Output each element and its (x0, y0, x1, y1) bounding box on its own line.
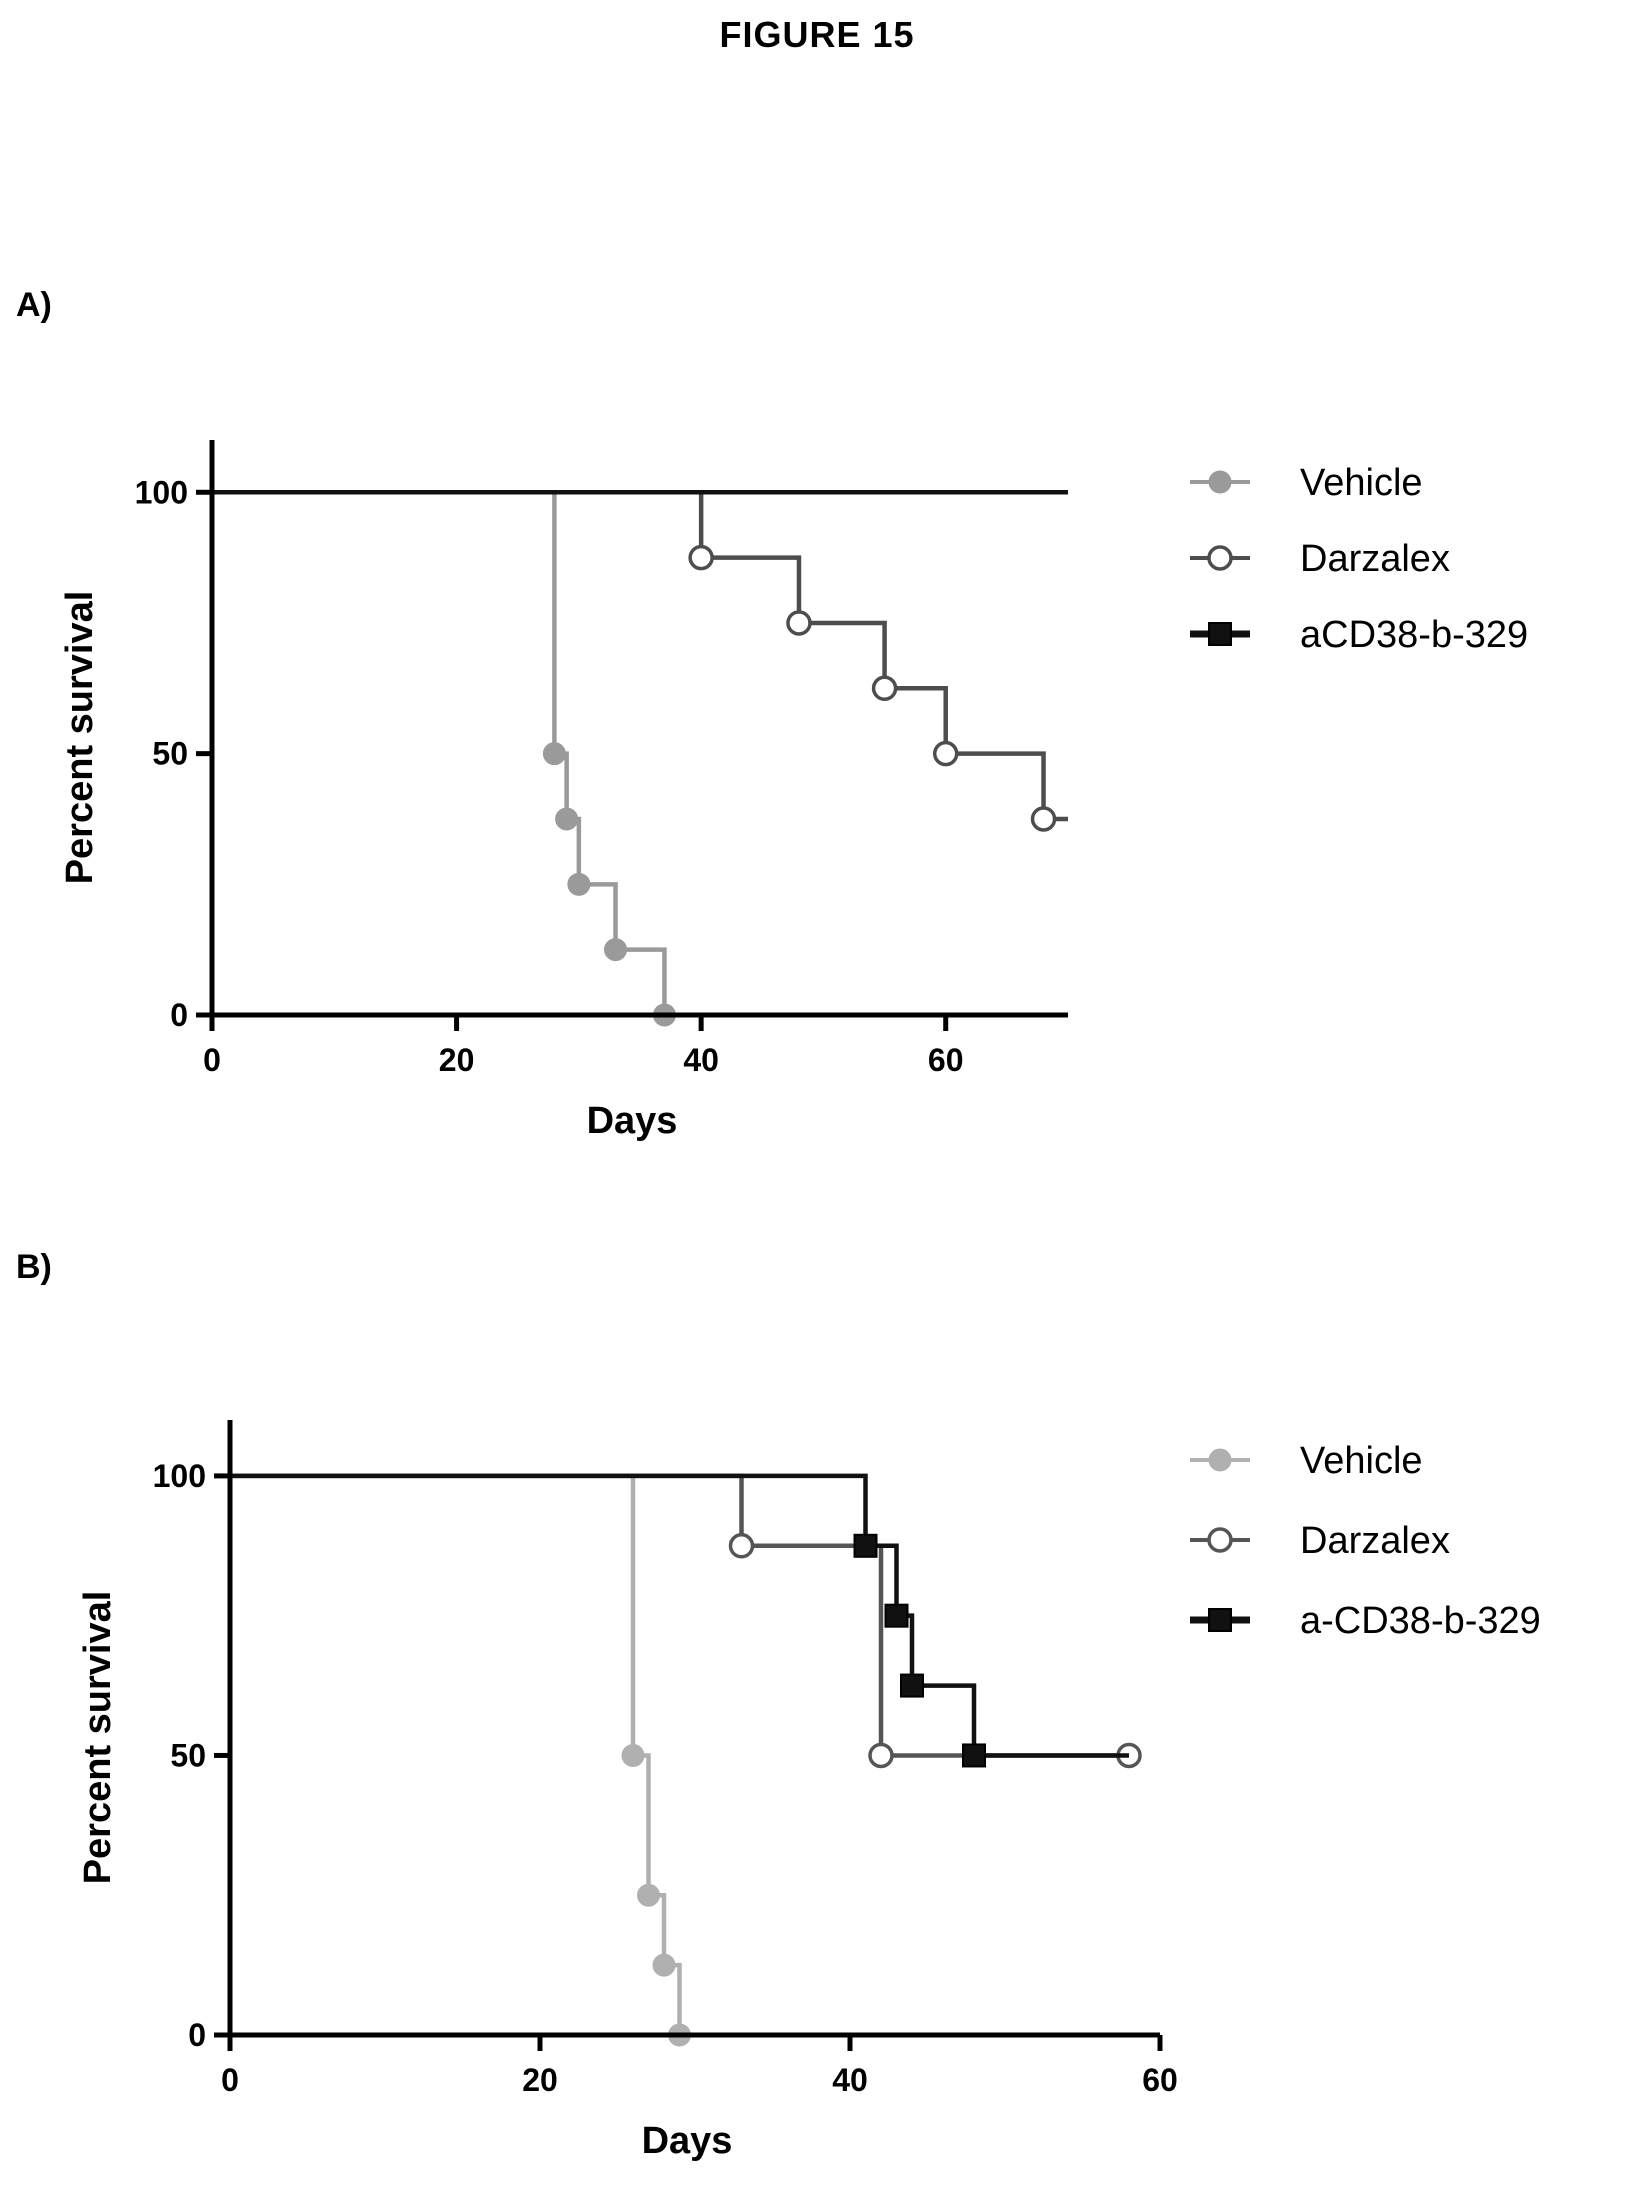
chart-b-series-0-marker-1 (637, 1883, 660, 1907)
chart-a-x-tick-label-1: 20 (439, 1042, 475, 1078)
chart-b-series-1-marker-0 (728, 1533, 755, 1559)
chart-b-series-2-marker-2 (900, 1673, 924, 1698)
chart-b-series-2-marker-3 (962, 1743, 986, 1768)
chart-a-x-tick-label-3: 60 (928, 1042, 964, 1078)
chart-b-legend-label-1: Darzalex (1300, 1520, 1450, 1562)
chart-a-legend-label-2: aCD38-b-329 (1300, 614, 1528, 656)
chart-a-y-axis-title: Percent survival (59, 591, 101, 885)
chart-a-legend-label-0: Vehicle (1300, 462, 1423, 504)
chart-a-series-1-marker-0 (688, 544, 714, 571)
chart-b-legend: Vehicle Darzalex a-CD38-b-329 (1190, 1440, 1541, 1642)
chart-b-legend-swatch-marker-2 (1208, 1608, 1232, 1632)
chart-b-x-tick-label-2: 40 (832, 2062, 868, 2098)
chart-b-series-0 (230, 1473, 691, 2047)
chart-a-y-tick-label-0: 0 (170, 997, 188, 1033)
panel-b-label: B) (16, 1248, 52, 1286)
chart-a-series-0-marker-1 (555, 807, 579, 831)
chart-a-legend-label-1: Darzalex (1300, 538, 1450, 580)
survival-chart-a: 0 20 40 60 0 50 100 Days Percent survival Vehicle… (59, 440, 1528, 1142)
chart-a-legend: Vehicle Darzalex aCD38-b-329 (1190, 462, 1528, 656)
chart-a-series-0-marker-3 (604, 938, 628, 962)
chart-a-x-tick-label-2: 40 (683, 1042, 719, 1078)
chart-b-x-tick-label-0: 0 (221, 2062, 239, 2098)
chart-b-series-1-line (230, 1473, 1129, 1758)
chart-b-series-0-line (230, 1473, 682, 2035)
chart-a-legend-swatch-marker-0 (1208, 470, 1232, 494)
chart-a-series-0 (212, 490, 1068, 1027)
survival-chart-b: 0 20 40 60 0 50 100 Days Percent survival Vehicle… (77, 1420, 1541, 2162)
chart-a-series-1-marker-4 (1030, 806, 1057, 832)
chart-a-y-tick-label-2: 100 (135, 474, 188, 510)
panel-a-label: A) (16, 286, 52, 324)
chart-a-y-tick-label-1: 50 (152, 736, 188, 772)
figure-title: FIGURE 15 (719, 14, 915, 55)
chart-b-series-2-marker-0 (853, 1533, 878, 1558)
chart-b-legend-label-0: Vehicle (1300, 1440, 1423, 1482)
chart-b-y-tick-label-0: 0 (188, 2017, 206, 2053)
chart-a-series-1-marker-2 (871, 675, 898, 702)
chart-b-series-2 (230, 1473, 1129, 1768)
chart-a-series-1-marker-1 (786, 610, 812, 636)
chart-a-x-axis-title: Days (587, 1100, 678, 1142)
chart-b-series-1 (230, 1473, 1142, 1769)
chart-b-x-tick-label-1: 20 (522, 2062, 558, 2098)
chart-b-legend-label-2: a-CD38-b-329 (1300, 1600, 1541, 1642)
chart-a-series-1 (212, 490, 1068, 832)
chart-b-y-tick-label-2: 100 (153, 1458, 206, 1494)
chart-a-legend-swatch-marker-2 (1208, 622, 1232, 646)
chart-b-y-axis-title: Percent survival (77, 1591, 119, 1885)
chart-b-series-0-marker-2 (652, 1953, 676, 1977)
chart-b-series-2-marker-1 (884, 1603, 909, 1628)
chart-b-y-tick-label-1: 50 (170, 1737, 206, 1773)
chart-b-x-tick-label-3: 60 (1142, 2062, 1178, 2098)
chart-b-series-2-line (230, 1473, 1129, 1758)
chart-a-series-0-marker-0 (542, 742, 566, 766)
chart-a-x-tick-label-0: 0 (203, 1042, 221, 1078)
chart-a-series-0-marker-2 (567, 872, 591, 896)
chart-a-series-0-line (212, 490, 1068, 1018)
chart-b-legend-swatch-marker-1 (1207, 1527, 1233, 1553)
chart-a-series-1-marker-3 (932, 740, 959, 767)
chart-b-x-axis-title: Days (642, 2120, 733, 2162)
chart-b-series-1-marker-1 (868, 1742, 894, 1769)
chart-a-series-1-line (212, 490, 1068, 822)
chart-b-series-0-marker-0 (621, 1743, 645, 1767)
chart-a-legend-swatch-marker-1 (1207, 545, 1233, 571)
chart-b-legend-swatch-marker-0 (1208, 1448, 1232, 1472)
